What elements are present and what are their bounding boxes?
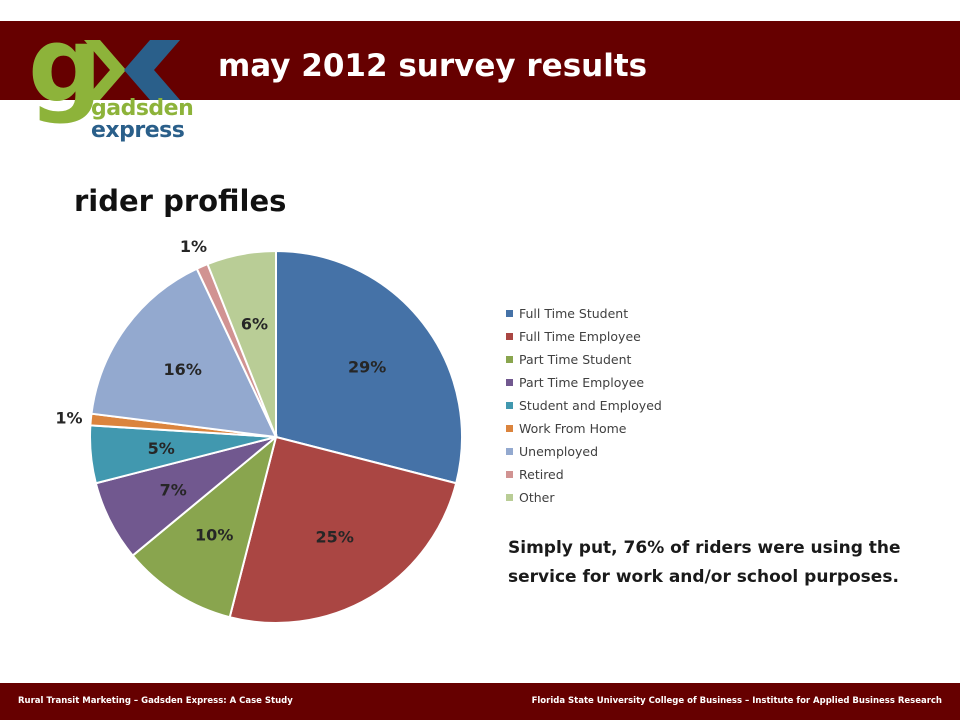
page-title: may 2012 survey results [218, 48, 648, 84]
logo-text-express: express [91, 118, 185, 143]
footer-band: Rural Transit Marketing – Gadsden Expres… [0, 683, 960, 720]
legend-swatch [506, 494, 513, 501]
legend-swatch [506, 333, 513, 340]
pie-label-work-from-home: 1% [55, 408, 82, 427]
logo-letter-g: g [28, 4, 102, 126]
legend-label: Other [519, 490, 555, 505]
pie-label-part-time-employee: 7% [160, 480, 187, 499]
pie-label-part-time-student: 10% [195, 525, 233, 544]
logo-text-gadsden: gadsden [91, 96, 194, 121]
legend-label: Full Time Student [519, 306, 629, 321]
legend-item-unemployed: Unemployed [506, 440, 662, 463]
legend-item-full-time-student: Full Time Student [506, 302, 662, 325]
pie-slice-other [206, 249, 277, 438]
legend-item-retired: Retired [506, 463, 662, 486]
pie-slice-part-time-student [131, 434, 278, 619]
legend-swatch [506, 379, 513, 386]
legend-swatch [506, 448, 513, 455]
legend-swatch [506, 471, 513, 478]
pie-label-other: 6% [241, 315, 268, 334]
pie-slice-unemployed [90, 267, 278, 439]
legend-label: Part Time Employee [519, 375, 645, 390]
footer-left-text: Rural Transit Marketing – Gadsden Expres… [18, 696, 293, 706]
legend-item-student-and-employed: Student and Employed [506, 394, 662, 417]
section-title: rider profiles [74, 184, 287, 218]
pie-slice-full-time-employee [228, 435, 458, 624]
legend-label: Work From Home [519, 421, 627, 436]
pie-slice-full-time-student [275, 249, 463, 485]
legend-label: Full Time Employee [519, 329, 641, 344]
pie-label-student-and-employed: 5% [148, 439, 175, 458]
legend-swatch [506, 356, 513, 363]
legend-swatch [506, 402, 513, 409]
legend-swatch [506, 425, 513, 432]
legend-item-other: Other [506, 486, 662, 509]
legend-swatch [506, 310, 513, 317]
logo-chevrons-icon [84, 40, 180, 100]
legend-item-part-time-student: Part Time Student [506, 348, 662, 371]
legend-label: Part Time Student [519, 352, 632, 367]
legend-item-part-time-employee: Part Time Employee [506, 371, 662, 394]
legend-item-full-time-employee: Full Time Employee [506, 325, 662, 348]
summary-text: Simply put, 76% of riders were using the… [508, 538, 901, 587]
legend-label: Unemployed [519, 444, 599, 459]
legend-item-work-from-home: Work From Home [506, 417, 662, 440]
legend-label: Retired [519, 467, 564, 482]
pie-chart: 29% 25% 10% 7% 5% 1% 16% 1% 6% [55, 237, 463, 624]
pie-label-full-time-employee: 25% [316, 527, 354, 546]
pie-label-retired: 1% [180, 237, 207, 256]
footer-right-text: Florida State University College of Busi… [531, 696, 942, 706]
pie-label-unemployed: 16% [164, 360, 202, 379]
gadsden-express-logo: g gadsden express [28, 10, 194, 144]
legend-label: Student and Employed [519, 398, 662, 413]
chart-legend: Full Time Student Full Time Employee Part … [506, 302, 662, 509]
pie-label-full-time-student: 29% [348, 357, 386, 376]
